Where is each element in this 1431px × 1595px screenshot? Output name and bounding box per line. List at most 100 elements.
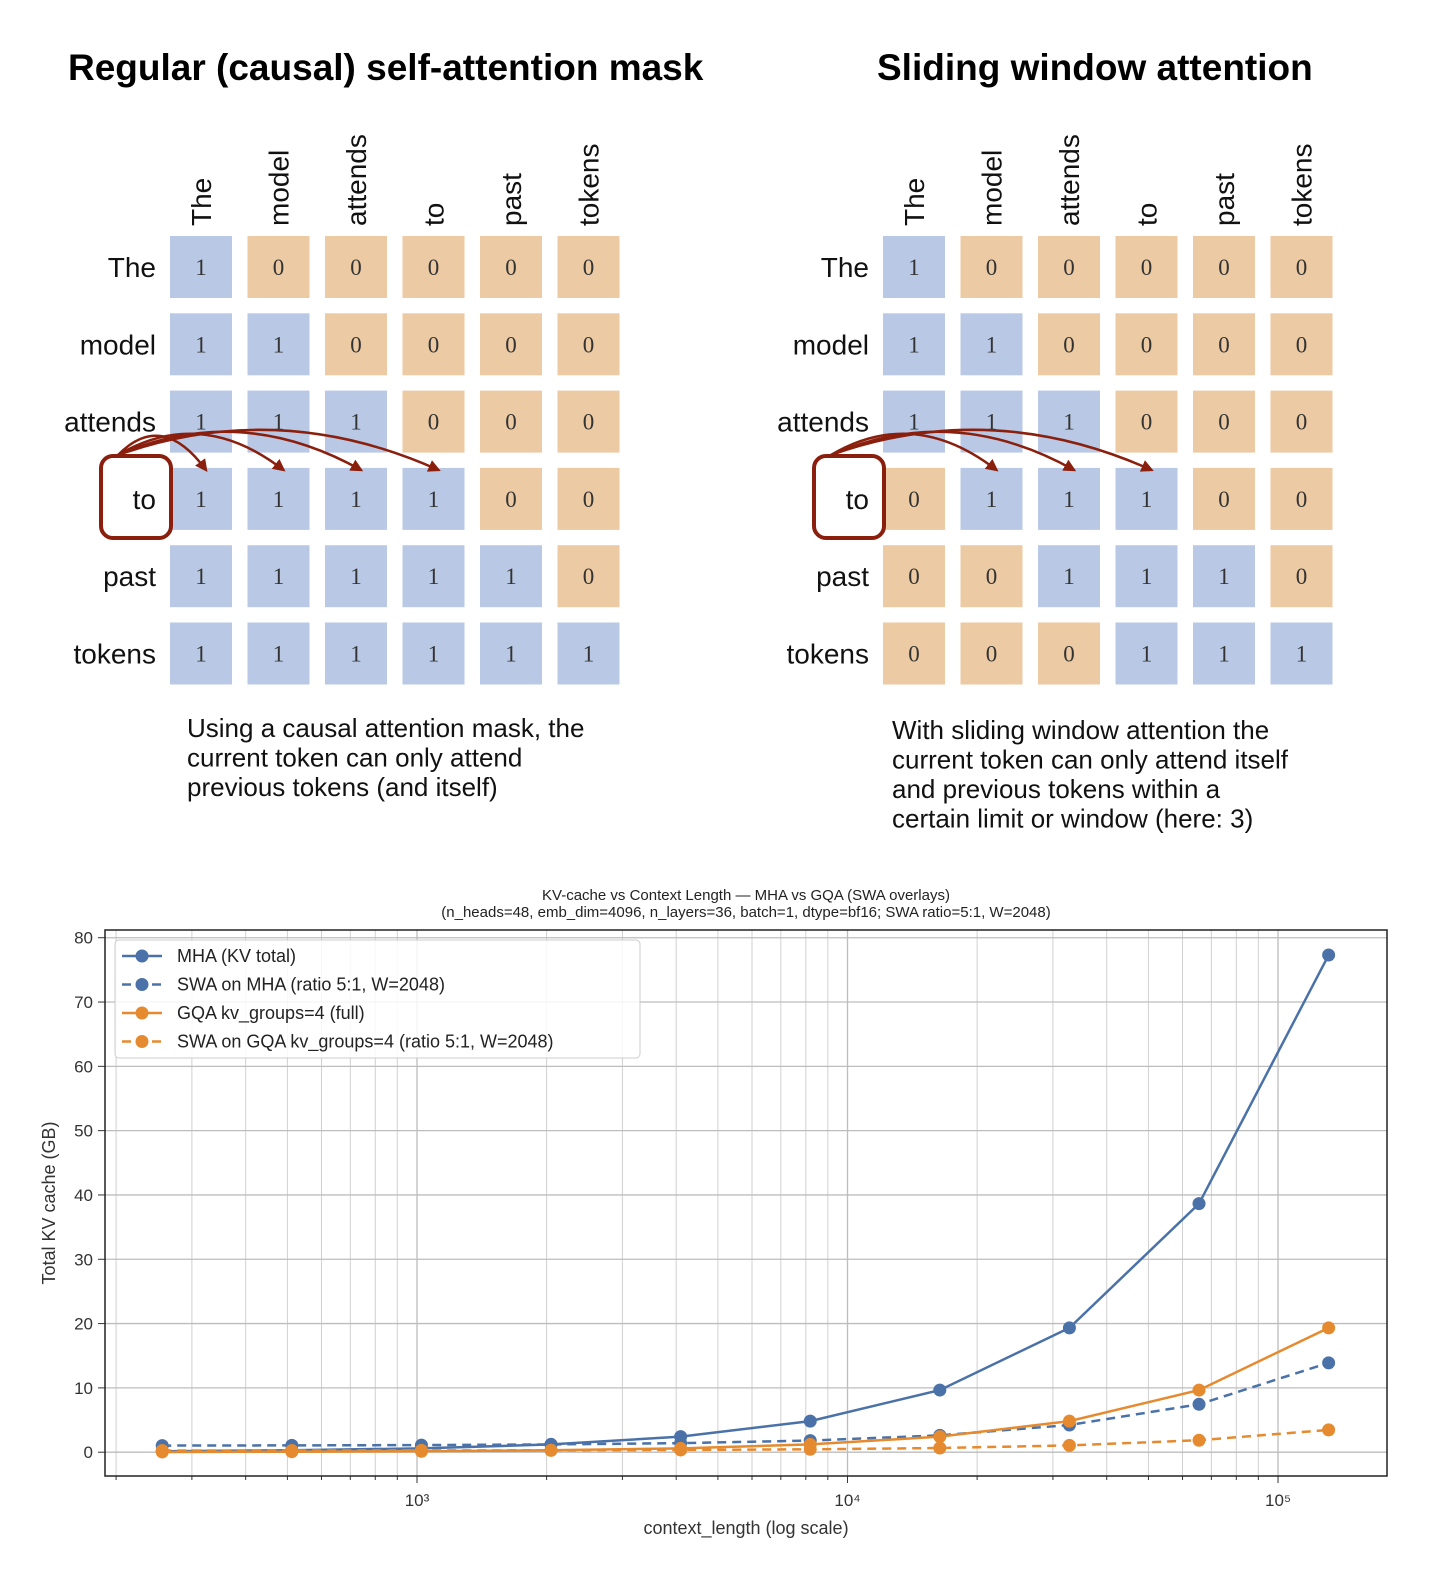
row-label: to xyxy=(846,484,869,515)
data-point xyxy=(1062,1414,1076,1428)
attention-arrow xyxy=(117,430,364,472)
mask-value: 1 xyxy=(273,564,285,589)
mask-cell xyxy=(557,545,620,608)
legend-marker xyxy=(135,1006,149,1020)
mask-cell xyxy=(480,622,542,685)
mask-cell xyxy=(960,236,1023,298)
mask-value: 1 xyxy=(1141,564,1153,589)
mask-value: 1 xyxy=(273,332,285,357)
column-label: tokens xyxy=(1287,144,1318,227)
legend-label: GQA kv_groups=4 (full) xyxy=(177,1003,365,1024)
mask-value: 1 xyxy=(1063,410,1075,435)
mask-value: 1 xyxy=(350,564,362,589)
data-point xyxy=(1062,1438,1076,1452)
mask-value: 0 xyxy=(505,410,517,435)
mask-value: 1 xyxy=(195,410,207,435)
attention-arrow xyxy=(117,428,441,472)
mask-value: 0 xyxy=(1218,410,1230,435)
mask-value: 1 xyxy=(350,487,362,512)
mask-cell xyxy=(325,622,387,685)
y-tick-label: 50 xyxy=(74,1122,93,1141)
y-tick-label: 20 xyxy=(74,1315,93,1334)
mask-cell xyxy=(960,545,1023,608)
data-point xyxy=(1322,1356,1336,1370)
data-point xyxy=(933,1383,947,1397)
legend: MHA (KV total) SWA on MHA (ratio 5:1, W=2… xyxy=(114,939,641,1059)
x-tick-label: 10⁵ xyxy=(1265,1491,1291,1510)
mask-cell xyxy=(480,390,542,453)
mask-cell xyxy=(960,622,1023,685)
mask-value: 1 xyxy=(908,410,920,435)
caption-line: With sliding window attention the xyxy=(892,715,1269,745)
data-point xyxy=(544,1443,558,1457)
mask-value: 0 xyxy=(273,255,285,280)
mask-cell xyxy=(960,313,1023,376)
mask-value: 1 xyxy=(273,642,285,667)
mask-cell xyxy=(1270,236,1333,298)
column-label: tokens xyxy=(574,144,605,227)
mask-value: 0 xyxy=(505,255,517,280)
mask-value: 0 xyxy=(1063,332,1075,357)
mask-cell xyxy=(1193,313,1255,376)
y-tick-label: 10 xyxy=(74,1379,93,1398)
data-point xyxy=(414,1443,428,1457)
mask-value: 0 xyxy=(583,255,595,280)
mask-value: 0 xyxy=(583,332,595,357)
mask-cell xyxy=(247,236,310,298)
row-label: tokens xyxy=(74,639,157,670)
mask-value: 0 xyxy=(1296,332,1308,357)
caption-line: current token can only attend xyxy=(187,743,522,773)
mask-cell xyxy=(402,622,465,685)
mask-value: 0 xyxy=(986,642,998,667)
data-point xyxy=(1322,948,1336,962)
mask-cell xyxy=(247,622,310,685)
mask-value: 0 xyxy=(1296,564,1308,589)
mask-value: 1 xyxy=(273,487,285,512)
mask-cell xyxy=(1270,467,1333,530)
mask-value: 1 xyxy=(505,564,517,589)
y-tick-label: 30 xyxy=(74,1250,93,1269)
mask-value: 1 xyxy=(195,564,207,589)
mask-value: 1 xyxy=(350,410,362,435)
mask-value: 0 xyxy=(428,332,440,357)
mask-cell xyxy=(1038,313,1100,376)
column-label: model xyxy=(977,150,1008,226)
mask-cell xyxy=(1038,545,1100,608)
mask-value: 0 xyxy=(1063,642,1075,667)
mask-cell xyxy=(1038,622,1100,685)
mask-cell xyxy=(170,467,232,530)
mask-value: 0 xyxy=(428,255,440,280)
data-point xyxy=(674,1443,688,1457)
mask-cell xyxy=(883,313,945,376)
row-label: model xyxy=(793,329,869,360)
mask-cell xyxy=(1115,622,1178,685)
data-point xyxy=(1322,1423,1336,1437)
row-label: The xyxy=(108,252,156,283)
row-label: The xyxy=(821,252,869,283)
legend-marker xyxy=(135,1035,149,1048)
mask-cell xyxy=(1038,236,1100,298)
mask-cell xyxy=(170,390,232,453)
diagram-title: Regular (causal) self-attention mask xyxy=(68,47,704,88)
mask-value: 0 xyxy=(583,410,595,435)
column-label: to xyxy=(1132,203,1163,226)
mask-value: 1 xyxy=(986,487,998,512)
mask-cell xyxy=(1115,236,1178,298)
mask-value: 0 xyxy=(986,564,998,589)
data-point xyxy=(155,1444,169,1458)
mask-cell xyxy=(557,390,620,453)
data-point xyxy=(1192,1383,1206,1397)
mask-value: 0 xyxy=(505,487,517,512)
x-tick-label: 10³ xyxy=(405,1491,430,1510)
mask-value: 1 xyxy=(1296,642,1308,667)
diagram-title: Sliding window attention xyxy=(877,47,1313,88)
mask-cell xyxy=(1193,390,1255,453)
mask-cell xyxy=(1115,390,1178,453)
mask-value: 1 xyxy=(1141,487,1153,512)
data-point xyxy=(1322,1321,1336,1335)
mask-cell xyxy=(480,545,542,608)
mask-value: 1 xyxy=(195,332,207,357)
mask-cell xyxy=(557,313,620,376)
mask-value: 0 xyxy=(1296,487,1308,512)
mask-value: 1 xyxy=(986,332,998,357)
